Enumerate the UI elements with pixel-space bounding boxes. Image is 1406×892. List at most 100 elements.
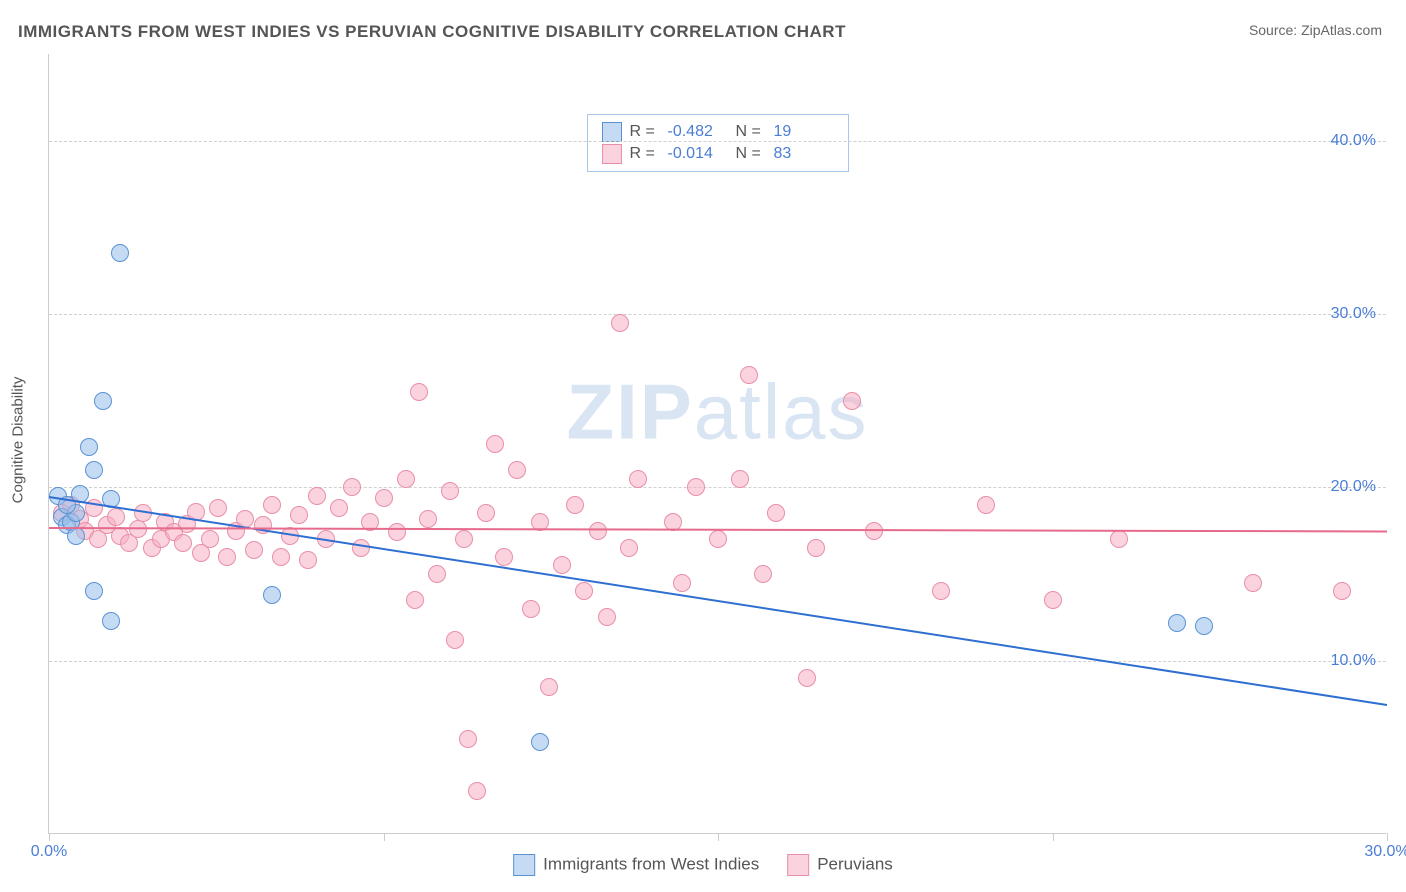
data-point-peruvians bbox=[406, 591, 424, 609]
x-tick bbox=[718, 833, 719, 841]
data-point-peruvians bbox=[754, 565, 772, 583]
data-point-peruvians bbox=[174, 534, 192, 552]
x-tick bbox=[1053, 833, 1054, 841]
data-point-west_indies bbox=[80, 438, 98, 456]
data-point-west_indies bbox=[1195, 617, 1213, 635]
data-point-peruvians bbox=[495, 548, 513, 566]
data-point-peruvians bbox=[629, 470, 647, 488]
x-tick bbox=[384, 833, 385, 841]
data-point-peruvians bbox=[272, 548, 290, 566]
data-point-peruvians bbox=[1044, 591, 1062, 609]
source-prefix: Source: bbox=[1249, 22, 1301, 38]
data-point-west_indies bbox=[263, 586, 281, 604]
data-point-peruvians bbox=[410, 383, 428, 401]
data-point-peruvians bbox=[1244, 574, 1262, 592]
data-point-peruvians bbox=[977, 496, 995, 514]
data-point-west_indies bbox=[531, 733, 549, 751]
data-point-peruvians bbox=[767, 504, 785, 522]
data-point-peruvians bbox=[375, 489, 393, 507]
data-point-peruvians bbox=[932, 582, 950, 600]
gridline-h bbox=[49, 141, 1386, 142]
y-tick-label: 20.0% bbox=[1331, 478, 1376, 496]
data-point-peruvians bbox=[508, 461, 526, 479]
legend-label-west_indies: Immigrants from West Indies bbox=[543, 854, 759, 873]
data-point-west_indies bbox=[85, 582, 103, 600]
data-point-west_indies bbox=[111, 244, 129, 262]
data-point-peruvians bbox=[308, 487, 326, 505]
x-tick-label: 30.0% bbox=[1364, 843, 1406, 861]
data-point-peruvians bbox=[553, 556, 571, 574]
source-link[interactable]: ZipAtlas.com bbox=[1301, 22, 1382, 38]
data-point-west_indies bbox=[102, 612, 120, 630]
data-point-peruvians bbox=[352, 539, 370, 557]
data-point-peruvians bbox=[388, 523, 406, 541]
chart-title: IMMIGRANTS FROM WEST INDIES VS PERUVIAN … bbox=[18, 22, 846, 42]
data-point-peruvians bbox=[1110, 530, 1128, 548]
data-point-peruvians bbox=[209, 499, 227, 517]
data-point-peruvians bbox=[455, 530, 473, 548]
data-point-peruvians bbox=[673, 574, 691, 592]
data-point-peruvians bbox=[290, 506, 308, 524]
data-point-peruvians bbox=[522, 600, 540, 618]
data-point-peruvians bbox=[620, 539, 638, 557]
data-point-peruvians bbox=[428, 565, 446, 583]
legend-swatch-peruvians bbox=[602, 144, 622, 164]
data-point-peruvians bbox=[245, 541, 263, 559]
data-point-peruvians bbox=[468, 782, 486, 800]
data-point-peruvians bbox=[798, 669, 816, 687]
legend-swatch-west_indies bbox=[602, 122, 622, 142]
data-point-west_indies bbox=[85, 461, 103, 479]
data-point-peruvians bbox=[566, 496, 584, 514]
y-tick-label: 40.0% bbox=[1331, 132, 1376, 150]
data-point-peruvians bbox=[486, 435, 504, 453]
data-point-peruvians bbox=[343, 478, 361, 496]
x-tick-label: 0.0% bbox=[31, 843, 67, 861]
data-point-peruvians bbox=[1333, 582, 1351, 600]
data-point-peruvians bbox=[446, 631, 464, 649]
data-point-peruvians bbox=[201, 530, 219, 548]
legend-label-peruvians: Peruvians bbox=[817, 854, 893, 873]
y-tick-label: 10.0% bbox=[1331, 652, 1376, 670]
series-legend: Immigrants from West Indies Peruvians bbox=[513, 854, 893, 876]
watermark-text: ZIPatlas bbox=[566, 367, 868, 458]
legend-swatch-west_indies bbox=[513, 854, 535, 876]
x-tick bbox=[49, 833, 50, 841]
data-point-west_indies bbox=[67, 527, 85, 545]
legend-item-peruvians: Peruvians bbox=[787, 854, 893, 876]
source-attribution: Source: ZipAtlas.com bbox=[1249, 22, 1382, 38]
data-point-peruvians bbox=[575, 582, 593, 600]
data-point-peruvians bbox=[740, 366, 758, 384]
gridline-h bbox=[49, 487, 1386, 488]
data-point-peruvians bbox=[441, 482, 459, 500]
data-point-peruvians bbox=[419, 510, 437, 528]
data-point-west_indies bbox=[1168, 614, 1186, 632]
data-point-peruvians bbox=[107, 508, 125, 526]
scatter-plot-area: ZIPatlas R =-0.482N =19R =-0.014N =83 10… bbox=[48, 54, 1386, 834]
data-point-peruvians bbox=[687, 478, 705, 496]
data-point-peruvians bbox=[843, 392, 861, 410]
correlation-legend: R =-0.482N =19R =-0.014N =83 bbox=[587, 114, 849, 172]
data-point-west_indies bbox=[94, 392, 112, 410]
data-point-peruvians bbox=[263, 496, 281, 514]
data-point-peruvians bbox=[731, 470, 749, 488]
n-value-peruvians: 83 bbox=[774, 143, 834, 165]
data-point-peruvians bbox=[807, 539, 825, 557]
data-point-peruvians bbox=[589, 522, 607, 540]
legend-swatch-peruvians bbox=[787, 854, 809, 876]
data-point-peruvians bbox=[598, 608, 616, 626]
data-point-peruvians bbox=[477, 504, 495, 522]
data-point-peruvians bbox=[299, 551, 317, 569]
y-axis-label: Cognitive Disability bbox=[10, 377, 27, 504]
r-label: R = bbox=[630, 143, 660, 165]
n-label: N = bbox=[736, 143, 766, 165]
gridline-h bbox=[49, 314, 1386, 315]
data-point-peruvians bbox=[459, 730, 477, 748]
legend-item-west_indies: Immigrants from West Indies bbox=[513, 854, 759, 876]
y-tick-label: 30.0% bbox=[1331, 305, 1376, 323]
r-value-peruvians: -0.014 bbox=[668, 143, 728, 165]
x-tick bbox=[1387, 833, 1388, 841]
data-point-peruvians bbox=[397, 470, 415, 488]
legend-row-peruvians: R = -0.014 N = 83 bbox=[602, 143, 834, 165]
data-point-peruvians bbox=[330, 499, 348, 517]
gridline-h bbox=[49, 661, 1386, 662]
